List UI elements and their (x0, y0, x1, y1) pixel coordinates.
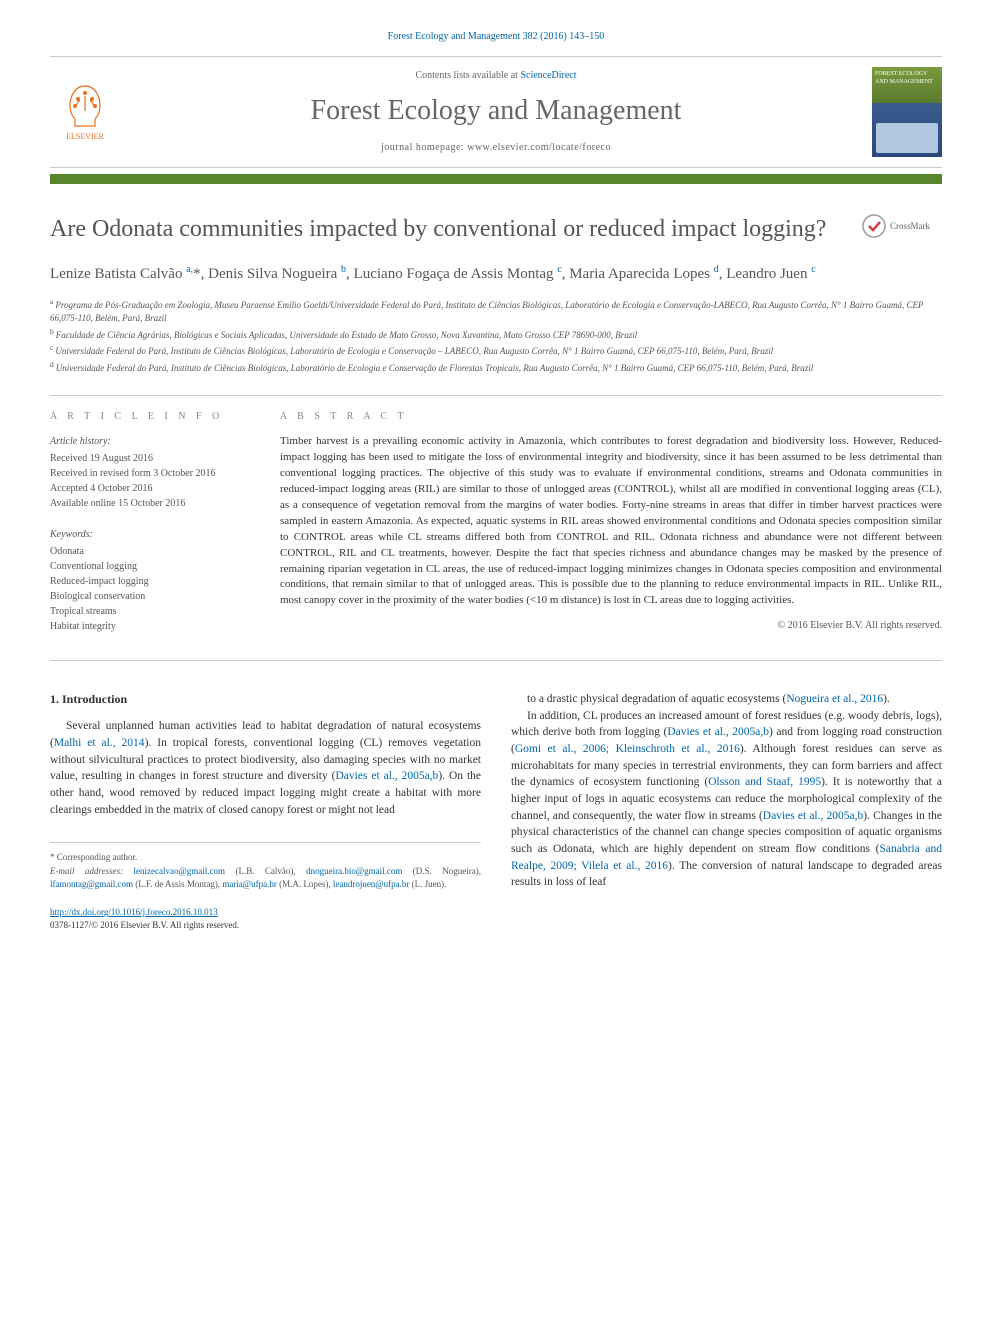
divider (50, 395, 942, 396)
article-info-column: A R T I C L E I N F O Article history: R… (50, 410, 250, 650)
history-lines: Received 19 August 2016Received in revis… (50, 451, 250, 511)
article-info-heading: A R T I C L E I N F O (50, 410, 250, 424)
citation-link[interactable]: Davies et al., 2005a,b (335, 770, 438, 782)
crossmark-badge[interactable]: CrossMark (862, 214, 942, 238)
abstract-heading: A B S T R A C T (280, 410, 942, 424)
homepage-url[interactable]: www.elsevier.com/locate/foreco (467, 142, 611, 153)
citation-link[interactable]: Malhi et al., 2014 (54, 737, 145, 749)
journal-name: Forest Ecology and Management (132, 91, 860, 130)
intro-para-1: Several unplanned human activities lead … (50, 718, 481, 818)
email-link[interactable]: lenizecalvao@gmail.com (134, 866, 226, 876)
text: ). (883, 693, 890, 705)
doi-link[interactable]: http://dx.doi.org/10.1016/j.foreco.2016.… (50, 907, 218, 917)
cover-title: FOREST ECOLOGY AND MANAGEMENT (875, 71, 933, 85)
journal-reference: Forest Ecology and Management 382 (2016)… (50, 30, 942, 44)
crossmark-icon (862, 214, 886, 238)
keywords-list: OdonataConventional loggingReduced-impac… (50, 544, 250, 634)
journal-header: ELSEVIER Contents lists available at Sci… (50, 56, 942, 168)
contents-prefix: Contents lists available at (415, 70, 520, 81)
elsevier-logo[interactable]: ELSEVIER (50, 72, 120, 152)
email-link[interactable]: maria@ufpa.br (222, 879, 277, 889)
keywords-label: Keywords: (50, 527, 250, 542)
issn-copyright: 0378-1127/© 2016 Elsevier B.V. All right… (50, 920, 239, 930)
elsevier-label: ELSEVIER (66, 131, 104, 142)
email-addresses: E-mail addresses: lenizecalvao@gmail.com… (50, 865, 481, 892)
email-link[interactable]: lfamontag@gmail.com (50, 879, 133, 889)
author-list: Lenize Batista Calvão a,*, Denis Silva N… (50, 262, 942, 286)
accent-bar (50, 174, 942, 184)
body-columns: 1. Introduction Several unplanned human … (50, 691, 942, 892)
divider (50, 660, 942, 661)
citation-link[interactable]: Davies et al., 2005a,b (667, 726, 769, 738)
elsevier-tree-icon (60, 81, 110, 131)
citation-link[interactable]: Gomi et al., 2006; Kleinschroth et al., … (515, 743, 740, 755)
history-label: Article history: (50, 434, 250, 449)
abstract-text: Timber harvest is a prevailing economic … (280, 434, 942, 609)
citation-link[interactable]: Olsson and Staaf, 1995 (708, 776, 821, 788)
left-column: 1. Introduction Several unplanned human … (50, 691, 481, 892)
right-column: to a drastic physical degradation of aqu… (511, 691, 942, 892)
crossmark-label: CrossMark (890, 220, 930, 233)
abstract-column: A B S T R A C T Timber harvest is a prev… (280, 410, 942, 650)
contents-lists-line: Contents lists available at ScienceDirec… (132, 69, 860, 83)
citation-link[interactable]: Davies et al., 2005a,b (763, 810, 863, 822)
text: to a drastic physical degradation of aqu… (527, 693, 786, 705)
email-link[interactable]: dnogueira.bio@gmail.com (306, 866, 402, 876)
intro-para-1-cont: to a drastic physical degradation of aqu… (511, 691, 942, 708)
sciencedirect-link[interactable]: ScienceDirect (520, 70, 576, 81)
corresponding-author-block: * Corresponding author. E-mail addresses… (50, 842, 481, 892)
affiliations: aPrograma de Pós-Graduação em Zoologia, … (50, 296, 942, 376)
page-footer: http://dx.doi.org/10.1016/j.foreco.2016.… (50, 906, 942, 931)
homepage-prefix: journal homepage: (381, 142, 467, 153)
article-title: Are Odonata communities impacted by conv… (50, 214, 842, 244)
email-label: E-mail addresses: (50, 866, 123, 876)
citation-link[interactable]: Nogueira et al., 2016 (786, 693, 883, 705)
section-1-heading: 1. Introduction (50, 691, 481, 708)
corresponding-marker: * Corresponding author. (50, 851, 481, 865)
journal-homepage: journal homepage: www.elsevier.com/locat… (132, 141, 860, 155)
email-link[interactable]: leandrojuen@ufpa.br (333, 879, 410, 889)
copyright-line: © 2016 Elsevier B.V. All rights reserved… (280, 619, 942, 633)
intro-para-2: In addition, CL produces an increased am… (511, 708, 942, 891)
journal-cover-thumbnail[interactable]: FOREST ECOLOGY AND MANAGEMENT (872, 67, 942, 157)
